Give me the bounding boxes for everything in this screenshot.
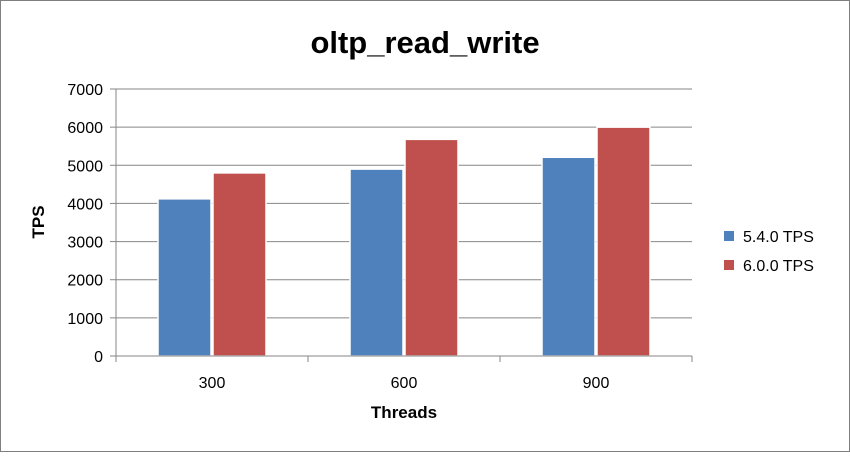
x-tick-label: 600 bbox=[391, 375, 418, 392]
chart-title: oltp_read_write bbox=[310, 25, 539, 60]
y-tick-label: 7000 bbox=[67, 82, 103, 99]
bar-900-series-2 bbox=[596, 126, 651, 357]
x-tick-label: 300 bbox=[199, 375, 226, 392]
bar-300-series-2 bbox=[212, 172, 267, 357]
gridlines bbox=[116, 88, 692, 319]
bar-900-series-1 bbox=[541, 156, 596, 357]
bar-600-series-1 bbox=[349, 168, 404, 357]
y-axis-ticks: 0 1000 2000 3000 4000 5000 6000 7000 bbox=[67, 82, 116, 366]
y-tick-label: 1000 bbox=[67, 311, 103, 328]
y-tick-label: 4000 bbox=[67, 196, 103, 213]
legend-swatch bbox=[724, 260, 734, 270]
x-axis-label: Threads bbox=[371, 403, 437, 422]
x-axis-ticks: 300 600 900 bbox=[115, 356, 693, 392]
bar-300-series-1 bbox=[157, 198, 212, 357]
y-tick-label: 3000 bbox=[67, 235, 103, 252]
legend-swatch bbox=[724, 231, 734, 241]
y-tick-label: 2000 bbox=[67, 273, 103, 290]
y-tick-label: 5000 bbox=[67, 158, 103, 175]
x-tick-label: 900 bbox=[583, 375, 610, 392]
y-axis-label: TPS bbox=[29, 205, 48, 238]
y-tick-label: 6000 bbox=[67, 120, 103, 137]
legend-label: 6.0.0 TPS bbox=[743, 258, 814, 275]
bars bbox=[157, 126, 651, 357]
legend-label: 5.4.0 TPS bbox=[743, 229, 814, 246]
y-tick-label: 0 bbox=[94, 349, 103, 366]
legend: 5.4.0 TPS 6.0.0 TPS bbox=[724, 229, 814, 275]
bar-600-series-2 bbox=[404, 138, 459, 357]
